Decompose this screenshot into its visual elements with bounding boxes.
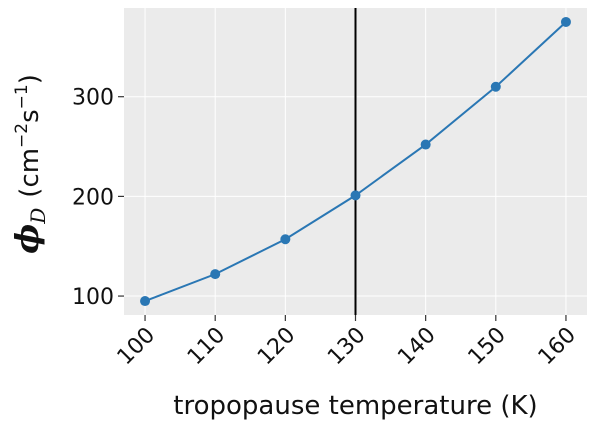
- y-tick-label: 200: [72, 185, 114, 210]
- y-axis-title-unit-open: (cm: [15, 148, 45, 198]
- y-axis-title-unit-mid: s: [15, 109, 45, 123]
- data-point: [350, 190, 361, 201]
- data-point: [420, 139, 431, 150]
- y-axis-title-subscript: D: [26, 208, 50, 225]
- x-axis-title: tropopause temperature (K): [173, 391, 537, 421]
- data-point: [140, 296, 151, 307]
- data-point: [210, 269, 221, 280]
- y-axis-title: ϕD (cm−2s−1): [8, 74, 50, 254]
- x-tick-label: 150: [464, 323, 511, 370]
- x-tick-label: 120: [253, 323, 300, 370]
- x-tick-label: 160: [534, 323, 581, 370]
- data-point: [560, 16, 571, 27]
- x-tick-label: 110: [183, 323, 230, 370]
- y-tick-label: 100: [72, 285, 114, 310]
- y-axis-title-unit-close: ): [15, 74, 45, 84]
- x-tick-label: 100: [113, 323, 160, 370]
- x-tick-label: 140: [393, 323, 440, 370]
- series-layer: [140, 16, 571, 307]
- x-tick-label: 130: [323, 323, 370, 370]
- data-point: [490, 81, 501, 92]
- y-axis-title-symbol: ϕ: [8, 224, 46, 254]
- y-axis-title-exponent-1: −2: [12, 123, 32, 148]
- data-point: [280, 234, 291, 245]
- y-tick-label: 300: [72, 86, 114, 111]
- y-axis-title-exponent-2: −1: [12, 84, 32, 109]
